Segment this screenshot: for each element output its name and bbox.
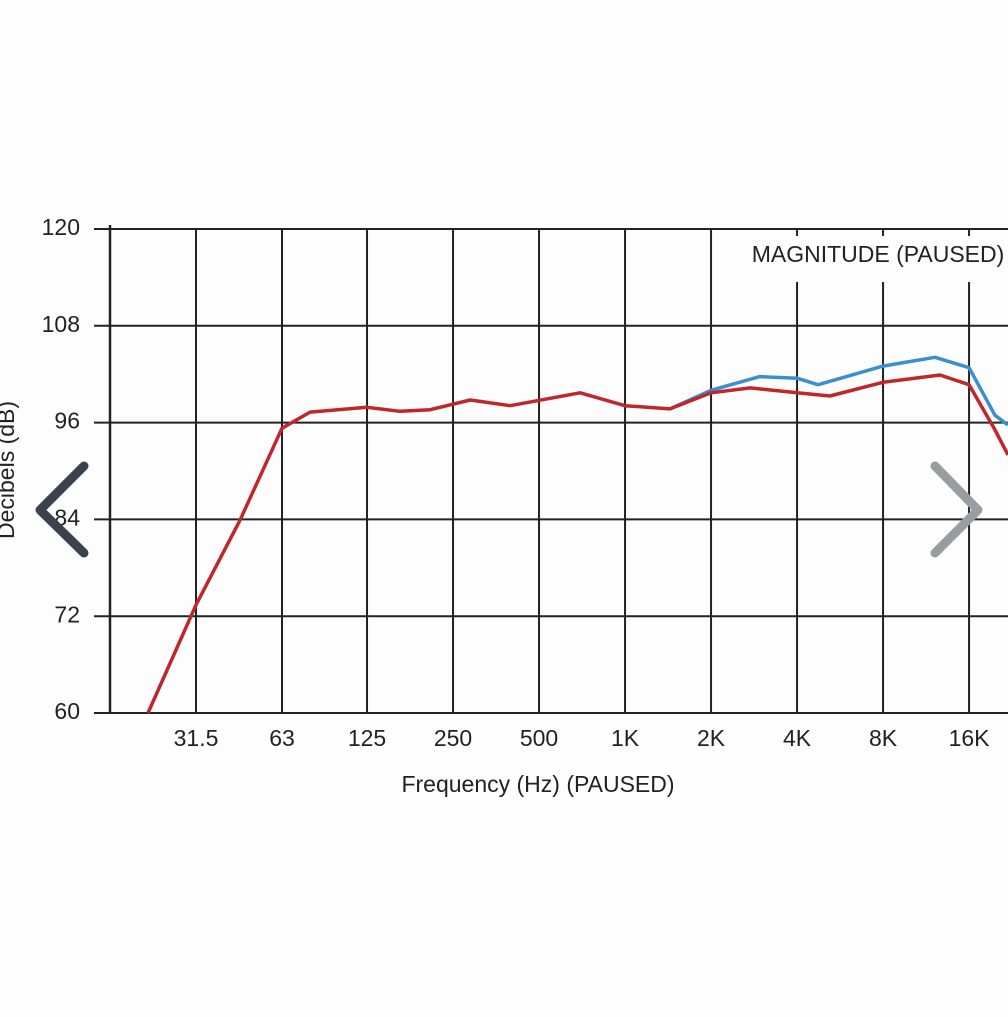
y-tick-label: 108 (42, 311, 80, 337)
y-axis-title: Decibels (dB) (0, 401, 19, 539)
x-tick-label: 125 (348, 725, 386, 751)
x-tick-label: 4K (783, 725, 812, 751)
annotation: MAGNITUDE (PAUSED) (752, 241, 1005, 267)
x-tick-label: 8K (869, 725, 898, 751)
series-line (146, 373, 1008, 714)
previous-arrow[interactable] (35, 461, 89, 558)
y-tick-label: 96 (54, 408, 80, 434)
x-axis-title: Frequency (Hz) (PAUSED) (401, 771, 674, 797)
x-tick-label: 1K (611, 725, 640, 751)
x-tick-label: 250 (434, 725, 472, 751)
x-tick-label: 2K (697, 725, 726, 751)
x-tick-label: 63 (269, 725, 295, 751)
x-tick-label: 31.5 (174, 725, 219, 751)
y-tick-label: 60 (54, 698, 80, 724)
x-tick-label: 500 (520, 725, 558, 751)
y-tick-label: 120 (42, 214, 80, 240)
series-lines (146, 355, 1008, 714)
y-tick-label: 72 (54, 601, 80, 627)
x-tick-label: 16K (949, 725, 991, 751)
annotation-background (745, 236, 1008, 282)
series-line (669, 355, 1008, 427)
next-arrow[interactable] (930, 461, 983, 558)
